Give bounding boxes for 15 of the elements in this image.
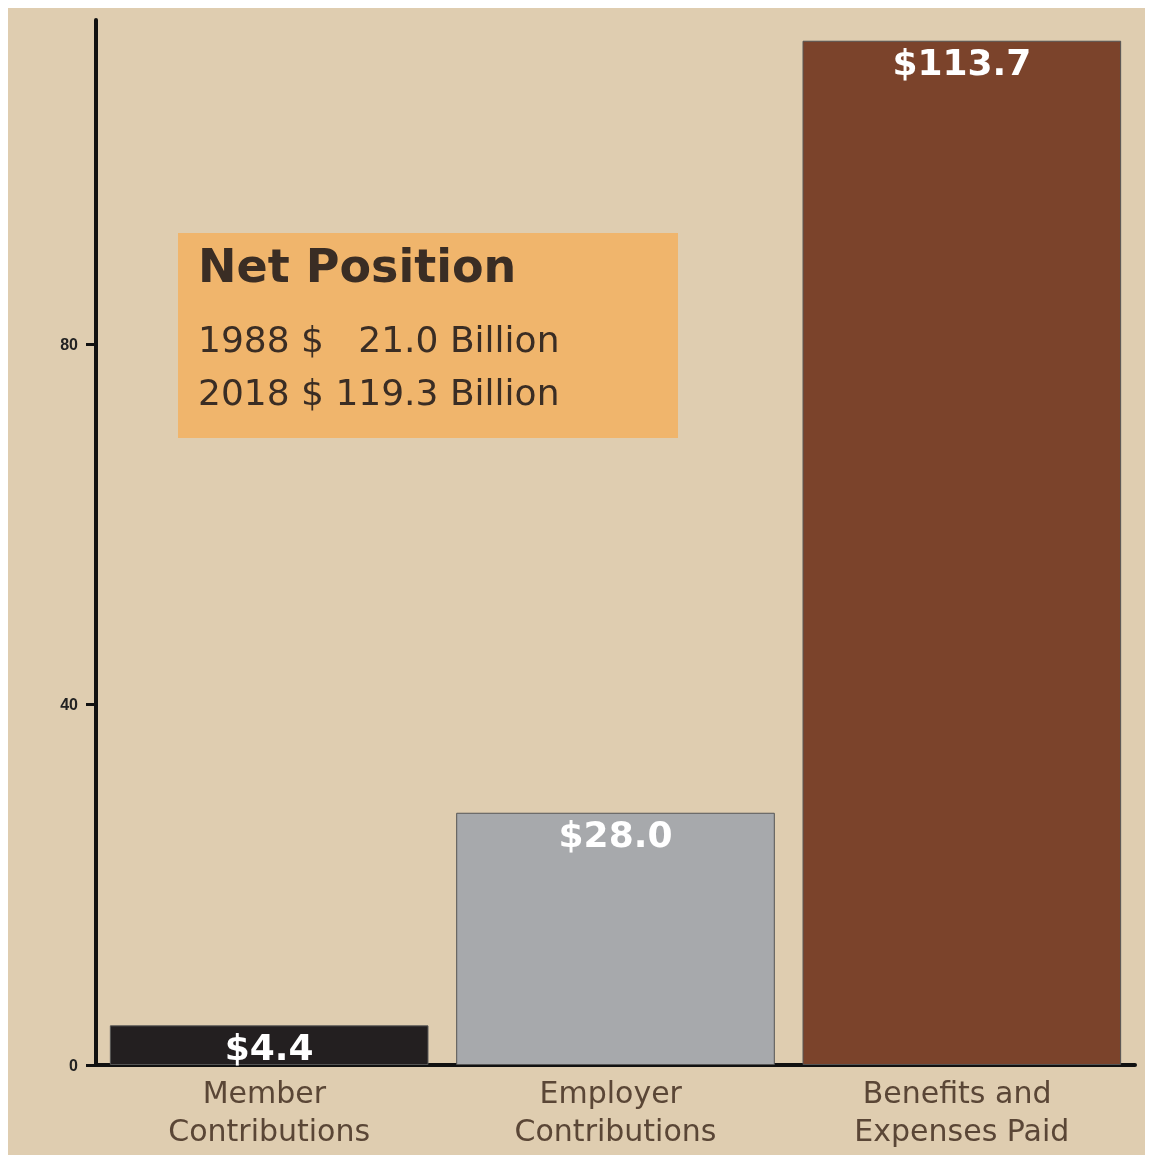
annotation: Net Position [198,239,517,293]
bar [109,1025,429,1065]
bar [456,812,775,1065]
x-tick-label: Benefits and Expenses Paid [854,1074,1070,1148]
data-label: $28.0 [558,814,673,856]
data-label: $4.4 [224,1026,314,1068]
annotation: 2018 $ 119.3 Billion [198,371,560,413]
x-tick-label: Member Contributions [168,1074,371,1148]
annotation: 1988 $ 21.0 Billion [198,318,560,360]
y-tick-label: 80 [60,335,79,353]
x-tick-label: Employer Contributions [514,1074,717,1148]
bar [802,40,1122,1065]
y-tick-label: 0 [69,1056,79,1074]
data-label: $113.7 [892,42,1032,84]
y-tick-label: 40 [60,696,79,714]
